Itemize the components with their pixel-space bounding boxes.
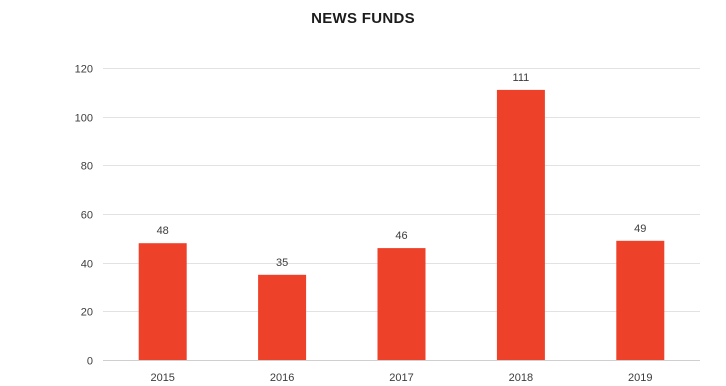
y-axis-ticks: 0 20 40 60 80 100 120	[75, 64, 93, 368]
data-labels: 48 35 46 111 49	[157, 72, 647, 269]
data-label-2017: 46	[395, 230, 407, 242]
data-label-2016: 35	[276, 257, 288, 269]
chart-title: NEWS FUNDS	[311, 10, 415, 27]
y-tick-label: 60	[81, 210, 93, 222]
x-tick-label-2019: 2019	[628, 372, 652, 384]
x-tick-label-2016: 2016	[270, 372, 294, 384]
bar-2016	[258, 274, 307, 360]
bar-2019	[616, 240, 665, 360]
bar-2015	[138, 243, 187, 360]
x-tick-label-2015: 2015	[150, 372, 174, 384]
y-tick-label: 80	[81, 161, 93, 173]
data-label-2019: 49	[634, 223, 646, 235]
y-tick-label: 0	[87, 356, 93, 368]
x-tick-label-2017: 2017	[389, 372, 413, 384]
x-tick-label-2018: 2018	[509, 372, 533, 384]
bars	[138, 89, 665, 361]
x-axis-ticks: 2015 2016 2017 2018 2019	[150, 372, 652, 384]
y-tick-label: 20	[81, 307, 93, 319]
data-label-2018: 111	[513, 72, 530, 84]
y-tick-label: 100	[75, 113, 93, 125]
bar-2018	[496, 89, 545, 361]
data-label-2015: 48	[157, 225, 169, 237]
bar-2017	[377, 248, 426, 360]
y-tick-label: 120	[75, 64, 93, 76]
y-tick-label: 40	[81, 259, 93, 271]
